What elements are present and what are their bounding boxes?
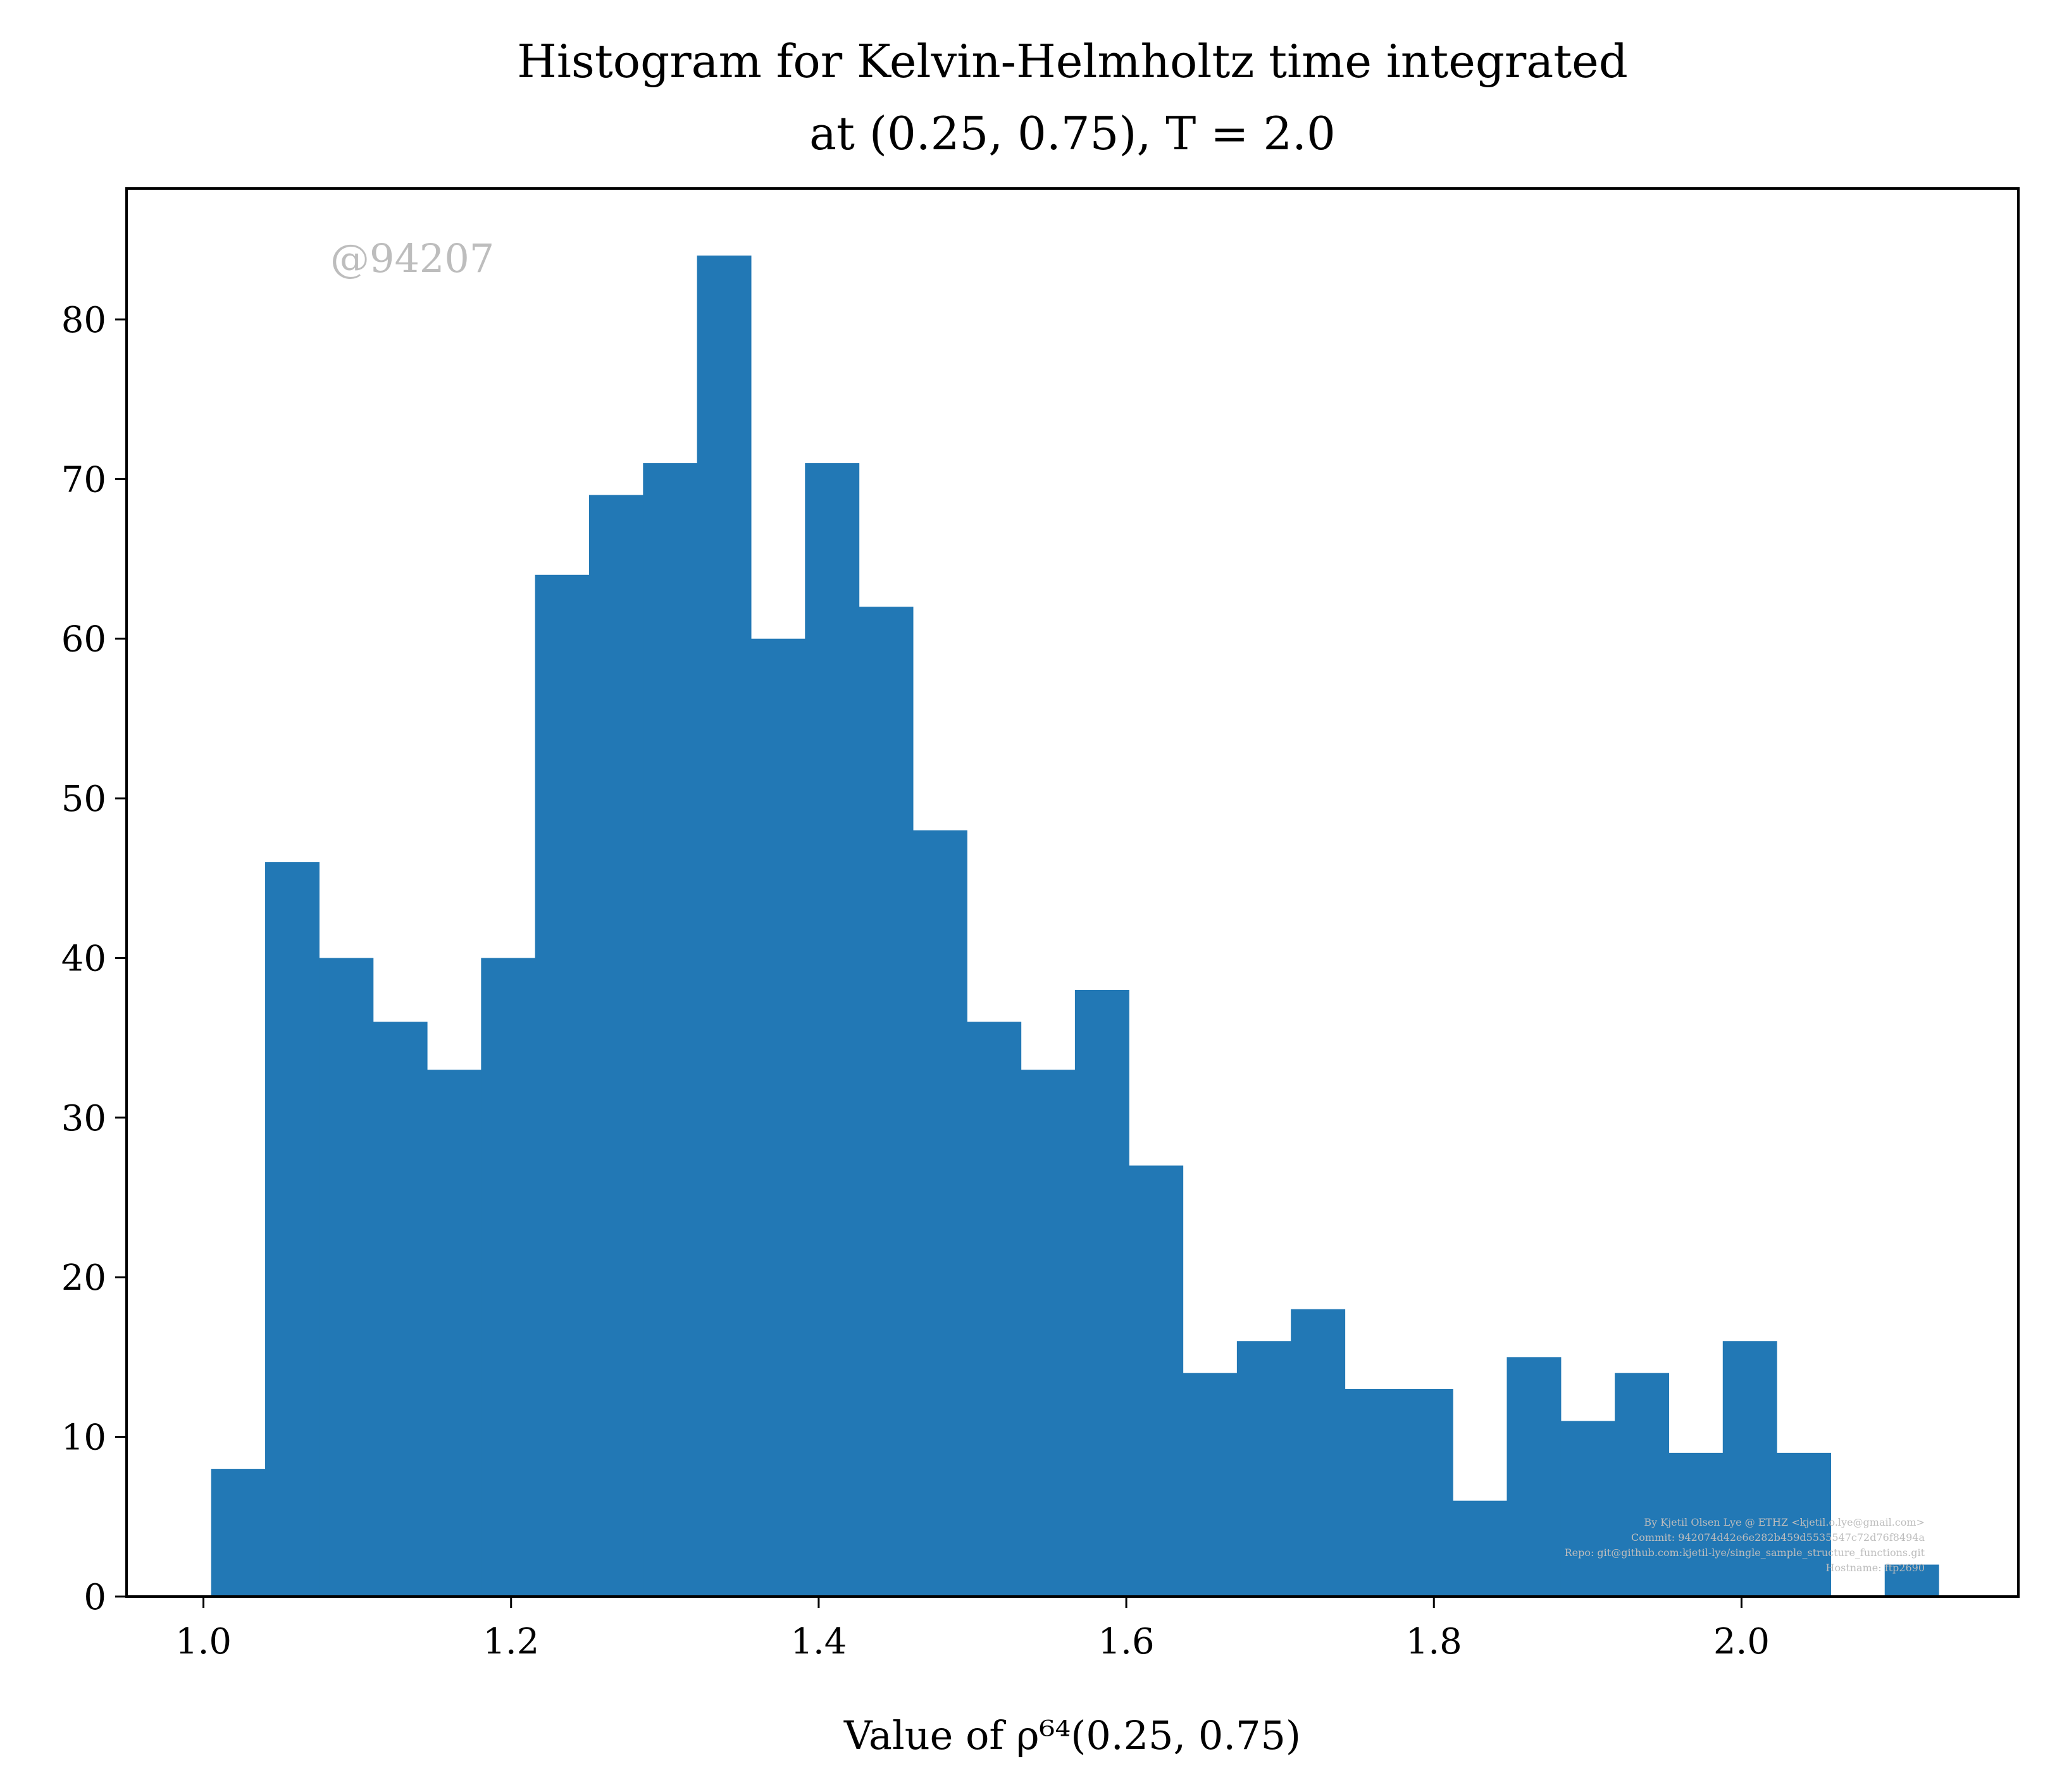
y-tick-label: 40 [61, 938, 106, 979]
y-tick-label: 80 [61, 300, 106, 341]
histogram-bar [211, 1469, 266, 1597]
footer-note-line: Hostname: ftp2690 [1826, 1562, 1925, 1574]
histogram-bar [967, 1022, 1022, 1597]
histogram-bar [859, 607, 914, 1597]
histogram-bar [1183, 1373, 1238, 1597]
histogram-bar [912, 830, 967, 1597]
x-tick-label: 1.0 [175, 1621, 232, 1662]
x-tick-label: 2.0 [1713, 1621, 1770, 1662]
y-axis-ticks: 0 10 20 30 40 50 60 70 80 [61, 300, 127, 1618]
histogram-bar [1615, 1373, 1670, 1597]
x-axis-label: Value of ρ⁶⁴(0.25, 0.75) [843, 1712, 1301, 1758]
y-tick-label: 10 [61, 1418, 106, 1459]
chart-title-line2: at (0.25, 0.75), T = 2.0 [809, 107, 1336, 160]
histogram-bar [805, 463, 860, 1597]
histogram-bar [1668, 1452, 1724, 1597]
x-tick-label: 1.6 [1098, 1621, 1155, 1662]
histogram-bar [373, 1022, 428, 1597]
histogram-bar [1291, 1309, 1346, 1597]
x-axis-ticks: 1.0 1.2 1.4 1.6 1.8 2.0 [175, 1597, 1770, 1662]
footer-note-line: Repo: git@github.com:kjetil-lye/single_s… [1565, 1547, 1925, 1559]
x-tick-label: 1.8 [1406, 1621, 1462, 1662]
footer-note-line: By Kjetil Olsen Lye @ ETHZ <kjetil.o.lye… [1644, 1516, 1925, 1528]
histogram-bar [1722, 1341, 1777, 1597]
histogram-bar [643, 463, 698, 1597]
x-tick-label: 1.4 [790, 1621, 847, 1662]
watermark: @94207 [330, 235, 494, 281]
y-tick-label: 70 [61, 459, 106, 500]
histogram-bar [1560, 1421, 1615, 1597]
y-tick-label: 0 [84, 1577, 106, 1618]
histogram-bar [1453, 1500, 1508, 1597]
histogram-bar [319, 958, 374, 1597]
histogram-bar [697, 256, 752, 1597]
y-tick-label: 60 [61, 619, 106, 660]
histogram-bar [750, 638, 805, 1597]
histogram-bar [1777, 1452, 1832, 1597]
x-tick-label: 1.2 [483, 1621, 539, 1662]
footer-note-line: Commit: 942074d42e6e282b459d5535547c72d7… [1631, 1531, 1925, 1543]
footer-notes: By Kjetil Olsen Lye @ ETHZ <kjetil.o.lye… [1565, 1516, 1925, 1574]
histogram-bar [426, 1070, 481, 1597]
histogram-bar [535, 574, 590, 1597]
y-tick-label: 30 [61, 1098, 106, 1139]
histogram-bars [211, 256, 1939, 1597]
histogram-bar [1021, 1070, 1076, 1597]
histogram-bar [1345, 1388, 1400, 1597]
histogram-bar [1129, 1165, 1184, 1597]
histogram-bar [1398, 1388, 1453, 1597]
histogram-bar [1074, 989, 1129, 1597]
histogram-bar [1506, 1357, 1562, 1597]
y-tick-label: 20 [61, 1257, 106, 1299]
histogram-bar [588, 495, 643, 1597]
histogram-bar [1236, 1341, 1291, 1597]
plot-frame [125, 187, 2020, 1598]
histogram-bar [481, 958, 536, 1597]
histogram-bar [1884, 1564, 1939, 1597]
histogram-bar [265, 862, 320, 1597]
y-tick-label: 50 [61, 779, 106, 820]
chart-title-line1: Histogram for Kelvin-Helmholtz time inte… [517, 35, 1628, 88]
